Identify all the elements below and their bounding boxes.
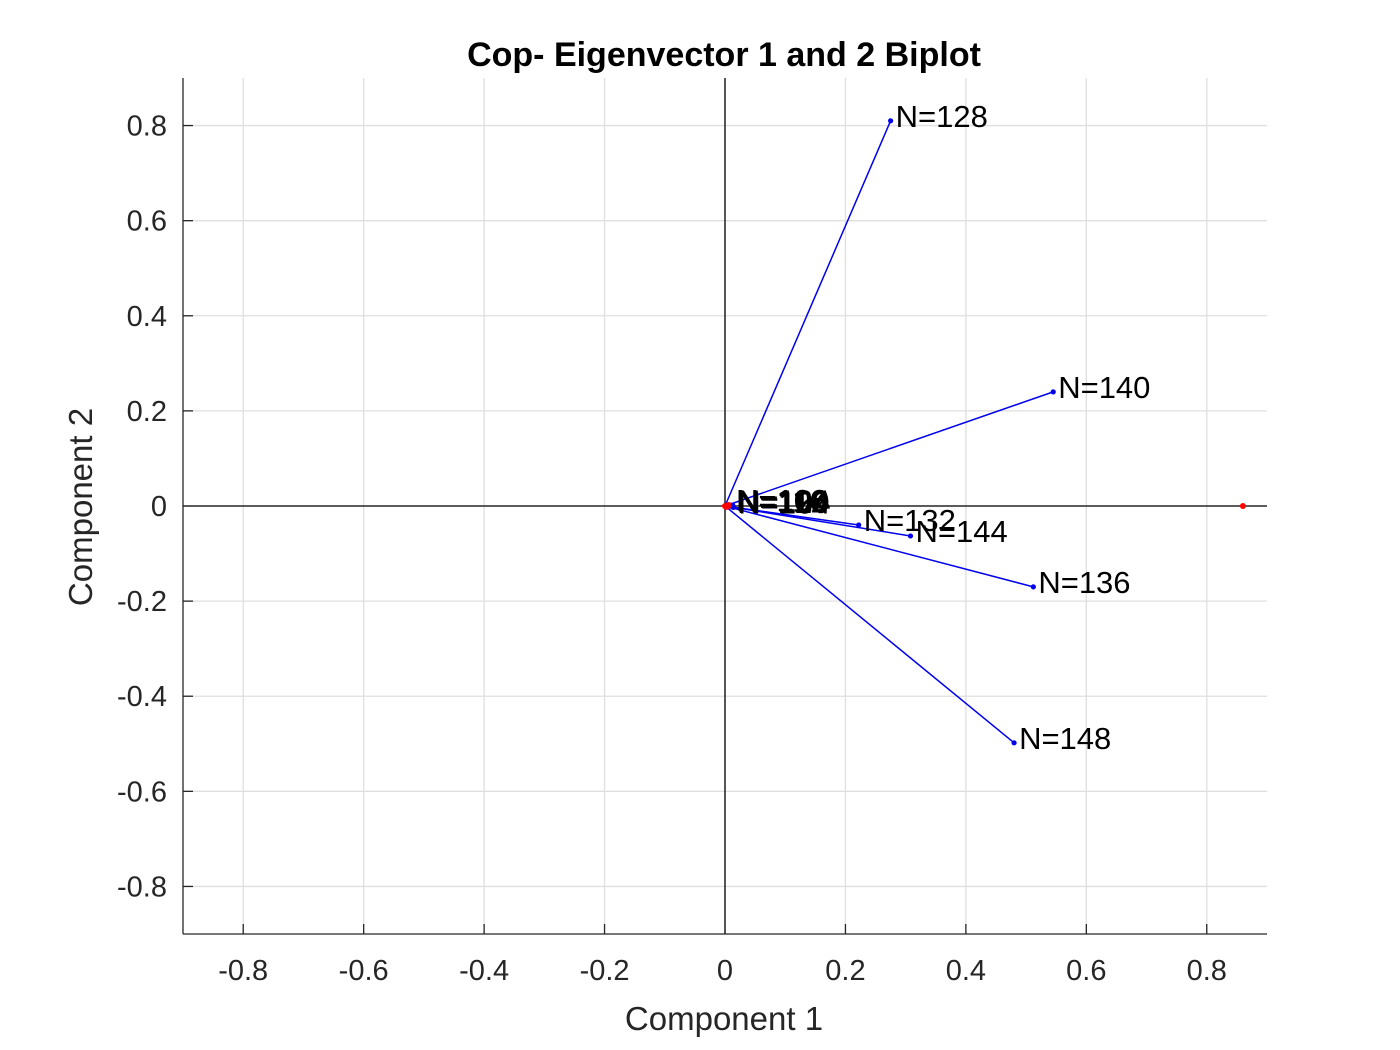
eigenvector-label: N=140: [1058, 370, 1150, 405]
eigenvector-label: N=112: [738, 484, 828, 519]
eigenvector-tip: [1011, 740, 1017, 746]
y-tick-label: 0.4: [127, 301, 167, 333]
eigenvector-line: [724, 505, 1015, 744]
eigenvector-tip: [1050, 389, 1056, 395]
x-tick-label: -0.8: [218, 955, 268, 987]
eigenvector-tip: [907, 533, 914, 539]
y-tick-label: 0.8: [127, 111, 167, 143]
plot-axes: [182, 78, 1267, 935]
eigenvector-line: [724, 120, 892, 507]
x-tick-label: 0.2: [825, 955, 865, 987]
eigenvector-label: N=100: [737, 484, 829, 519]
eigenvector-label: N=148: [1019, 721, 1111, 756]
y-axis-label: Component 2: [62, 408, 99, 606]
x-tick-label: -0.6: [339, 955, 389, 987]
x-tick-label: 0.6: [1066, 955, 1106, 987]
x-axis-label: Component 1: [625, 1000, 823, 1037]
y-tick-labels: -0.8 -0.6 -0.4 -0.2 0 0.2 0.4 0.6 0.8: [117, 111, 167, 904]
eigenvector-tip: [730, 502, 736, 509]
x-tick-label: 0.8: [1187, 955, 1227, 987]
chart-title: Cop- Eigenvector 1 and 2 Biplot: [467, 36, 981, 74]
y-tick-label: 0.2: [127, 396, 167, 428]
y-tick-label: -0.4: [117, 681, 167, 713]
observation-point: [1239, 503, 1246, 509]
eigenvector-label: N=124: [738, 484, 830, 519]
eigenvector-label: N=136: [1038, 565, 1130, 600]
x-tick-label: -0.4: [459, 955, 509, 987]
eigenvector-label: N=104: [738, 485, 830, 520]
observation-point: [725, 502, 732, 509]
eigenvector-tip: [856, 522, 862, 528]
y-tick-label: -0.2: [117, 586, 167, 618]
y-tick-label: 0.6: [127, 206, 167, 238]
x-tick-label: 0: [717, 955, 733, 987]
eigenvector-tip: [888, 118, 894, 124]
y-tick-label: -0.8: [117, 871, 167, 903]
eigenvector-lines: [724, 118, 1056, 746]
eigenvector-label: N=144: [915, 514, 1007, 549]
eigenvector-label: N=108: [736, 483, 828, 518]
observation-points: [722, 502, 1246, 510]
eigenvector-line: [724, 505, 911, 537]
eigenvector-label: N=128: [896, 99, 988, 134]
eigenvector-tip: [1030, 584, 1036, 590]
x-tick-labels: -0.8 -0.6 -0.4 -0.2 0 0.2 0.4 0.6 0.8: [218, 955, 1227, 987]
y-tick-label: -0.6: [117, 776, 167, 808]
x-tick-label: 0.4: [946, 955, 986, 987]
y-tick-label: 0: [151, 491, 167, 523]
eigenvector-label: N=120: [737, 485, 829, 520]
eigenvector-line: [724, 391, 1054, 507]
eigenvector-line: [724, 505, 1034, 588]
eigenvector-label: N=116: [737, 484, 827, 519]
eigenvector-label: N=132: [864, 503, 956, 538]
x-tick-label: -0.2: [580, 955, 630, 987]
